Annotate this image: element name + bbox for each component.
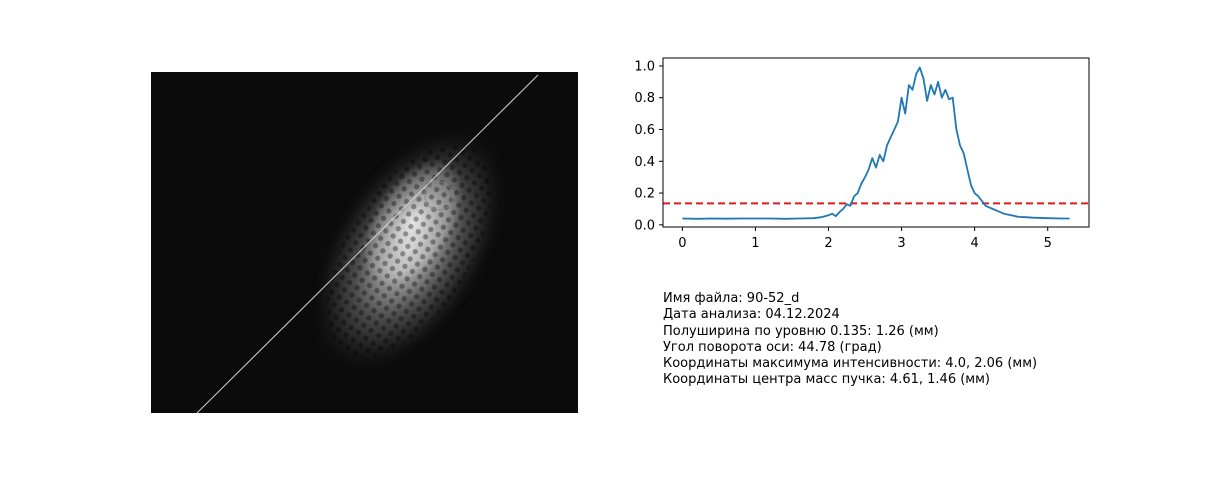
plot-frame	[662, 57, 1090, 228]
y-tick-label: 0.2	[634, 187, 655, 202]
beam-intensity-image	[151, 72, 578, 413]
x-tick-label: 3	[897, 236, 905, 251]
analysis-info-block: Имя файла: 90-52_d Дата анализа: 04.12.2…	[663, 291, 1037, 389]
x-tick-label: 5	[1044, 236, 1052, 251]
beam-ring	[424, 181, 454, 211]
x-tick-label: 1	[751, 236, 759, 251]
rotation-angle-text: Угол поворота оси: 44.78 (град)	[663, 339, 882, 355]
y-tick-label: 0.8	[634, 91, 655, 106]
x-tick-label: 2	[824, 236, 832, 251]
plot-area	[663, 66, 1089, 220]
y-tick-label: 0.4	[634, 155, 655, 170]
y-tick-label: 0.6	[634, 123, 655, 138]
cut-line	[196, 74, 539, 413]
half-width-text: Полуширина по уровню 0.135: 1.26 (мм)	[663, 323, 939, 339]
y-tick-label: 0.0	[634, 218, 655, 233]
x-tick-label: 4	[971, 236, 979, 251]
max-intensity-coords-text: Координаты максимума интенсивности: 4.0,…	[663, 356, 1038, 372]
profile-line	[682, 66, 1070, 220]
x-tick-label: 0	[678, 236, 686, 251]
analysis-date-text: Дата анализа: 04.12.2024	[663, 307, 840, 323]
center-of-mass-text: Координаты центра масс пучка: 4.61, 1.46…	[663, 372, 990, 388]
y-tick-label: 1.0	[634, 59, 655, 74]
tick-layer: 0 1 2 3 4 5 0.0 0.2 0.4 0.6 0.8 1.0	[634, 59, 1052, 251]
file-name-text: Имя файла: 90-52_d	[663, 291, 800, 306]
